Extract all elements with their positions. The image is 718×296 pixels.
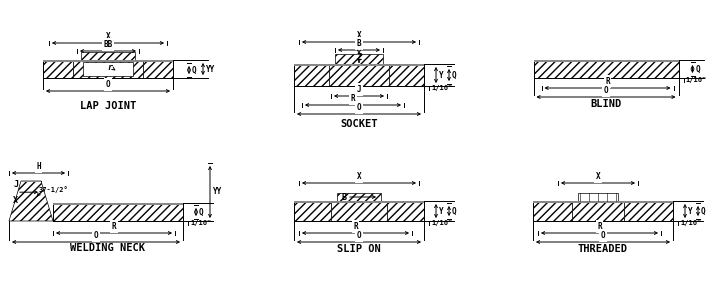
Bar xyxy=(294,201,424,203)
Text: Y: Y xyxy=(439,207,444,215)
Text: O: O xyxy=(604,86,608,95)
Bar xyxy=(43,60,173,62)
Text: 1/16": 1/16" xyxy=(190,220,211,226)
Text: R: R xyxy=(350,94,355,103)
Bar xyxy=(83,62,133,76)
Bar xyxy=(53,203,183,221)
Bar xyxy=(294,64,329,86)
Bar xyxy=(143,60,173,78)
Text: Z: Z xyxy=(357,54,361,62)
Text: R: R xyxy=(597,222,602,231)
Text: YY: YY xyxy=(206,65,215,73)
Bar xyxy=(329,64,389,86)
Text: J: J xyxy=(357,85,361,94)
Text: R: R xyxy=(353,222,358,231)
Bar xyxy=(572,201,624,221)
Text: THREADED: THREADED xyxy=(578,244,628,254)
Text: 37-1/2°: 37-1/2° xyxy=(39,186,69,193)
Text: SLIP ON: SLIP ON xyxy=(337,244,381,254)
Text: Q: Q xyxy=(701,207,706,215)
Text: BB: BB xyxy=(103,40,113,49)
Text: X: X xyxy=(596,172,600,181)
Bar xyxy=(389,64,424,86)
Bar xyxy=(294,64,424,66)
Bar xyxy=(335,54,383,64)
Text: J: J xyxy=(13,180,18,189)
Text: B: B xyxy=(341,192,346,202)
Text: O: O xyxy=(357,231,361,240)
Bar xyxy=(533,60,679,78)
Text: 1/16": 1/16" xyxy=(686,77,707,83)
Text: Q: Q xyxy=(696,65,700,73)
Bar xyxy=(337,193,381,201)
Text: 1/16": 1/16" xyxy=(431,85,452,91)
Text: SOCKET: SOCKET xyxy=(340,119,378,129)
Text: O: O xyxy=(357,103,361,112)
Text: X: X xyxy=(357,172,361,181)
Bar xyxy=(533,201,572,221)
Text: X: X xyxy=(106,32,111,41)
Text: r: r xyxy=(108,62,113,72)
Text: Q: Q xyxy=(452,70,457,80)
Text: Q: Q xyxy=(199,207,204,216)
Bar xyxy=(329,64,389,66)
Text: X: X xyxy=(357,31,361,40)
Text: LAP JOINT: LAP JOINT xyxy=(80,101,136,111)
Text: R: R xyxy=(112,222,116,231)
Bar xyxy=(53,203,183,205)
Bar xyxy=(533,201,673,203)
Text: O: O xyxy=(106,80,111,89)
Text: Y: Y xyxy=(439,70,444,80)
Bar xyxy=(21,181,41,182)
Bar xyxy=(43,60,73,78)
Bar xyxy=(533,60,679,62)
Bar xyxy=(387,201,424,221)
Bar xyxy=(578,193,618,201)
Text: Q: Q xyxy=(452,207,457,215)
Bar xyxy=(294,201,331,221)
Text: H: H xyxy=(36,162,41,171)
Text: 1/16": 1/16" xyxy=(680,220,701,226)
Bar xyxy=(81,52,135,60)
Polygon shape xyxy=(9,181,53,221)
Bar xyxy=(331,201,387,221)
Text: WELDING NECK: WELDING NECK xyxy=(70,243,146,253)
Bar xyxy=(624,201,673,221)
Text: Q: Q xyxy=(192,65,197,75)
Text: O: O xyxy=(601,231,605,240)
Text: R: R xyxy=(605,77,610,86)
Text: BLIND: BLIND xyxy=(590,99,622,109)
Text: YY: YY xyxy=(213,187,223,197)
Text: O: O xyxy=(93,231,98,240)
Text: X: X xyxy=(13,196,18,205)
Text: Y: Y xyxy=(688,207,693,215)
Bar xyxy=(73,60,143,78)
Text: 1/16": 1/16" xyxy=(431,220,452,226)
Text: B: B xyxy=(357,39,361,48)
